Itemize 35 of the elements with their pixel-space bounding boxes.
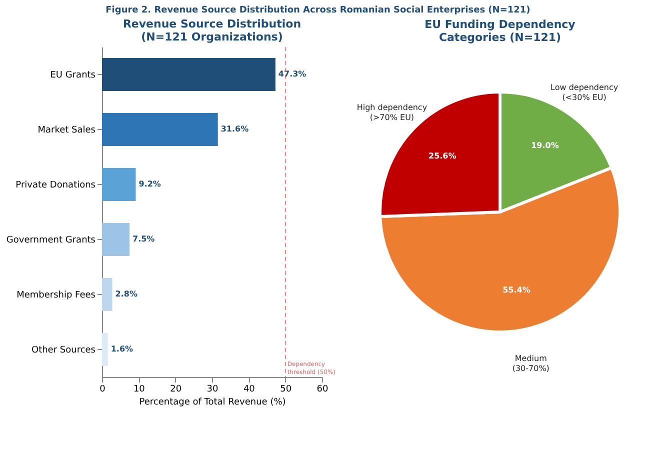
slice-label: Medium (30-70%) xyxy=(512,354,550,373)
y-tick-label: Other Sources xyxy=(31,346,96,356)
slice-label: Low dependency (<30% EU) xyxy=(550,82,618,102)
data-label: 19.0% xyxy=(531,140,559,150)
chart-title: Revenue Source Distribution (N=121 Organizations) xyxy=(122,18,302,44)
x-tick-label: 0 xyxy=(100,384,106,394)
y-tick-label: Membership Fees xyxy=(16,290,96,300)
x-tick-label: 40 xyxy=(243,384,256,394)
bar xyxy=(102,168,136,201)
caption: Figure 2. Revenue Source Distribution Across Romanian Social Enterprises (N=121) xyxy=(106,6,530,16)
x-tick-label: 20 xyxy=(170,384,182,394)
data-label: 1.6% xyxy=(110,344,134,354)
bar xyxy=(102,58,276,91)
data-label: 9.2% xyxy=(138,180,161,188)
x-tick-label: 30 xyxy=(206,384,218,394)
slice-label: High dependency (>70% EU) xyxy=(356,102,428,122)
data-label: 25.6% xyxy=(428,152,456,161)
x-tick-label: 50 xyxy=(280,384,292,394)
x-tick-label: 10 xyxy=(133,384,146,394)
data-label: 55.4% xyxy=(502,285,530,294)
y-tick-label: Market Sales xyxy=(38,126,96,136)
bar xyxy=(102,333,108,366)
y-tick-label: Private Donations xyxy=(16,180,96,190)
y-tick-label: Government Grants xyxy=(6,236,96,246)
bar xyxy=(102,113,218,146)
chart-title: EU Funding Dependency Categories (N=121) xyxy=(424,18,576,44)
bar xyxy=(102,278,112,311)
data-label: 47.3% xyxy=(278,70,306,78)
data-label: 31.6% xyxy=(220,124,249,134)
bar xyxy=(102,223,130,256)
data-label: 7.5% xyxy=(132,234,155,244)
x-tick-label: 60 xyxy=(316,384,328,394)
y-tick-label: EU Grants xyxy=(50,70,96,80)
x-axis-title: Percentage of Total Revenue (%) xyxy=(139,398,286,408)
data-label: 2.8% xyxy=(115,290,138,298)
